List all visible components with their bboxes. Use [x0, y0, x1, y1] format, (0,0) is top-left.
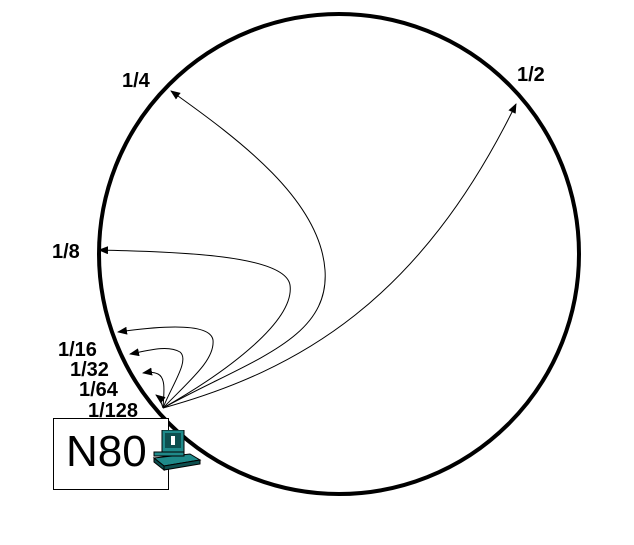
finger-arrow-1-8 [98, 246, 291, 409]
finger-arrow-1-4 [162, 90, 326, 409]
finger-label-1-32: 1/32 [70, 359, 109, 381]
finger-arrow-1-128 [155, 394, 166, 409]
finger-label-1-2: 1/2 [517, 64, 545, 86]
finger-label-1-16: 1/16 [58, 339, 97, 361]
node-label: N80 [66, 427, 147, 476]
finger-label-1-8: 1/8 [52, 241, 80, 263]
computer-icon [150, 429, 202, 474]
identifier-ring [97, 12, 581, 496]
finger-arrow-1-32 [129, 348, 184, 409]
finger-arrow-1-16 [117, 326, 214, 409]
finger-arrow-1-2 [162, 103, 517, 409]
finger-label-1-4: 1/4 [122, 70, 150, 92]
finger-label-1-128: 1/128 [88, 400, 139, 422]
finger-label-1-64: 1/64 [79, 379, 118, 401]
